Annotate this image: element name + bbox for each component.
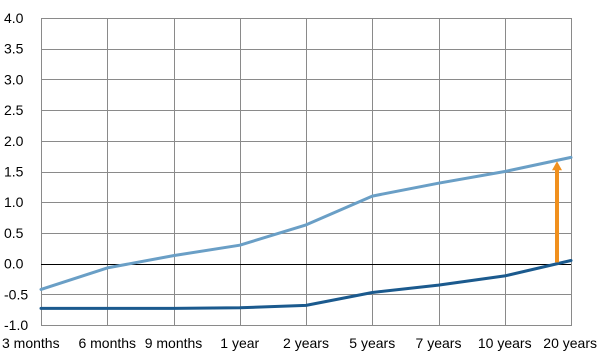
x-tick-label: 2 years xyxy=(283,335,329,351)
x-axis-tick-labels: 3 months 6 months 9 months 1 year 2 years 5 y… xyxy=(2,335,597,351)
y-tick-label: -0.5 xyxy=(4,286,28,302)
y-tick-label: 3.5 xyxy=(4,41,24,57)
y-tick-label: 2.0 xyxy=(4,133,24,149)
y-tick-label: 2.5 xyxy=(4,102,24,118)
plot-frame xyxy=(41,18,572,326)
x-tick-label: 3 months xyxy=(2,335,60,351)
x-tick-label: 20 years xyxy=(543,335,597,351)
x-tick-label: 7 years xyxy=(416,335,462,351)
y-tick-label: 0.5 xyxy=(4,225,24,241)
y-tick-label: 3.0 xyxy=(4,71,24,87)
y-tick-label: 0.0 xyxy=(4,256,24,272)
annotations xyxy=(552,161,562,263)
grid xyxy=(41,18,571,326)
x-tick-label: 5 years xyxy=(349,335,395,351)
y-tick-label: 4.0 xyxy=(4,10,24,26)
x-tick-label: 9 months xyxy=(145,335,203,351)
series-lines xyxy=(39,155,573,310)
x-tick-label: 6 months xyxy=(78,335,136,351)
y-tick-label: -1.0 xyxy=(4,317,28,333)
y-tick-label: 1.0 xyxy=(4,194,24,210)
x-tick-label: 1 year xyxy=(220,335,259,351)
y-axis-tick-labels: 4.0 3.5 3.0 2.5 2.0 1.5 1.0 0.5 0.0 -0.5 -1.0 xyxy=(4,10,28,333)
x-tick-label: 10 years xyxy=(478,335,532,351)
y-tick-label: 1.5 xyxy=(4,164,24,180)
arrow-head xyxy=(552,161,562,171)
